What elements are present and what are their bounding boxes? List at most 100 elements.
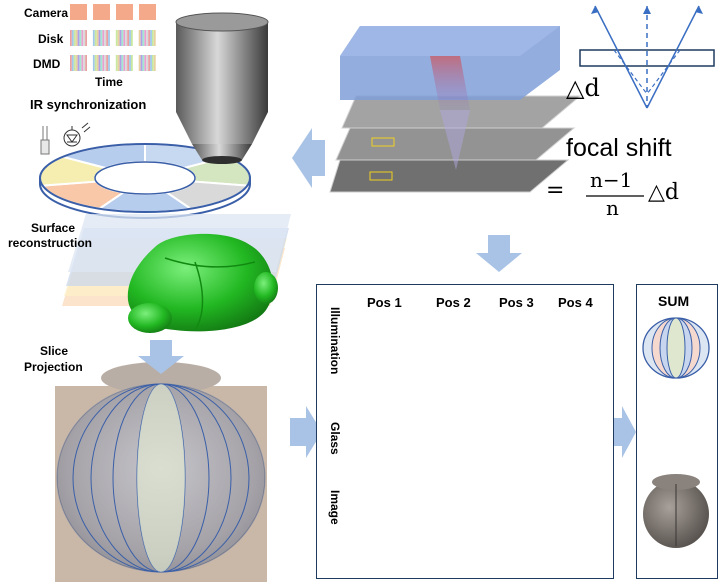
disk-stripe — [153, 30, 156, 46]
disk-stripe — [96, 30, 99, 46]
surface-label-line2: reconstruction — [8, 236, 93, 250]
dmd-stripe — [152, 55, 154, 71]
sum-ellipse-center — [666, 317, 686, 379]
delta-d-label: △d — [566, 74, 600, 102]
dmd-stripe — [83, 55, 86, 71]
dmd-stripe — [142, 55, 145, 71]
dmd-label: DMD — [33, 57, 61, 71]
disk-stripe — [140, 30, 143, 46]
disk-stripe — [129, 30, 131, 46]
dmd-stripe — [153, 55, 156, 71]
glass-row-label: Glass — [328, 422, 342, 455]
disk-stripe — [123, 30, 126, 46]
illumination-row-label: Illumination — [328, 307, 342, 375]
dmd-stripe — [115, 55, 118, 71]
camera-timing-bars — [70, 4, 156, 20]
green-brain-surface — [127, 233, 278, 333]
dmd-stripe — [81, 55, 84, 71]
disk-stripe — [70, 30, 72, 46]
dmd-stripe — [144, 55, 147, 71]
dmd-stripe — [77, 55, 80, 71]
disk-stripe — [79, 30, 82, 46]
spinning-disk-ring — [39, 142, 251, 219]
disk-stripe — [144, 30, 147, 46]
disk-stripe — [117, 30, 120, 46]
time-label: Time — [95, 75, 123, 89]
slice-label-line1: Slice — [40, 344, 69, 358]
arrow-right-panel — [290, 406, 322, 458]
disk-stripe — [85, 30, 87, 46]
dmd-stripe — [123, 55, 126, 71]
dmd-stripe — [140, 55, 143, 71]
dmd-stripe — [98, 55, 101, 71]
disk-stripe — [142, 30, 145, 46]
surface-label-line1: Surface — [31, 221, 76, 235]
photodiode-icon — [63, 122, 91, 147]
arrow-right-sum — [612, 406, 636, 458]
arrow-to-disk — [292, 128, 325, 188]
arrow-down-slice — [138, 340, 184, 374]
dmd-stripe — [117, 55, 120, 71]
disk-stripe — [150, 30, 152, 46]
disk-stripe — [146, 30, 149, 46]
disk-stripe — [138, 30, 141, 46]
equals-sign: = — [546, 178, 565, 203]
dmd-stripe — [96, 55, 99, 71]
disk-stripe — [71, 30, 74, 46]
disk-stripe — [108, 30, 110, 46]
disk-stripe — [115, 30, 118, 46]
disk-stripe — [81, 30, 84, 46]
disk-stripe — [104, 30, 107, 46]
formula-delta-d: △d — [648, 180, 680, 205]
dmd-stripe — [85, 55, 87, 71]
disk-stripe — [83, 30, 86, 46]
dmd-stripe — [104, 55, 107, 71]
disk-stripe — [102, 30, 105, 46]
dmd-stripe — [102, 55, 105, 71]
dmd-timing-bars — [70, 55, 156, 71]
objective-lens-icon — [175, 12, 269, 164]
dmd-stripe — [71, 55, 74, 71]
disk-stripe — [75, 30, 78, 46]
pos-3-label: Pos 3 — [499, 295, 534, 310]
dmd-stripe — [73, 55, 76, 71]
sum-label: SUM — [658, 293, 690, 309]
dmd-stripe — [75, 55, 78, 71]
disk-stripe — [148, 30, 150, 46]
projection-center-slice — [137, 384, 185, 572]
dmd-stripe — [148, 55, 150, 71]
formula-denominator: n — [606, 196, 619, 220]
disk-stripe — [125, 30, 128, 46]
dmd-stripe — [138, 55, 141, 71]
formula-numerator: n−1 — [590, 168, 633, 192]
dmd-stripe — [79, 55, 82, 71]
led-icon — [40, 126, 50, 155]
pos-4-label: Pos 4 — [558, 295, 593, 310]
disk-stripe — [119, 30, 122, 46]
disk-stripe — [98, 30, 101, 46]
dmd-stripe — [127, 55, 129, 71]
disk-stripe — [94, 30, 97, 46]
sum-brain-top — [652, 474, 700, 490]
dmd-stripe — [92, 55, 95, 71]
dmd-stripe — [70, 55, 72, 71]
dmd-stripe — [131, 55, 133, 71]
dmd-stripe — [106, 55, 108, 71]
disk-stripe — [73, 30, 76, 46]
refraction-diagram — [579, 5, 715, 109]
dmd-stripe — [146, 55, 149, 71]
disk-stripe — [127, 30, 129, 46]
camera-label: Camera — [24, 6, 69, 20]
positions-panel — [316, 284, 614, 579]
imaging-slice-stack — [329, 26, 582, 193]
brain-projection-image — [55, 362, 267, 582]
dmd-stripe — [100, 55, 103, 71]
dmd-stripe — [121, 55, 124, 71]
dmd-stripe — [150, 55, 152, 71]
dmd-stripe — [125, 55, 128, 71]
sum-panel-contents — [642, 317, 710, 548]
disk-timing-bars — [70, 30, 156, 46]
dmd-stripe — [119, 55, 122, 71]
dmd-stripe — [129, 55, 131, 71]
disk-stripe — [106, 30, 108, 46]
